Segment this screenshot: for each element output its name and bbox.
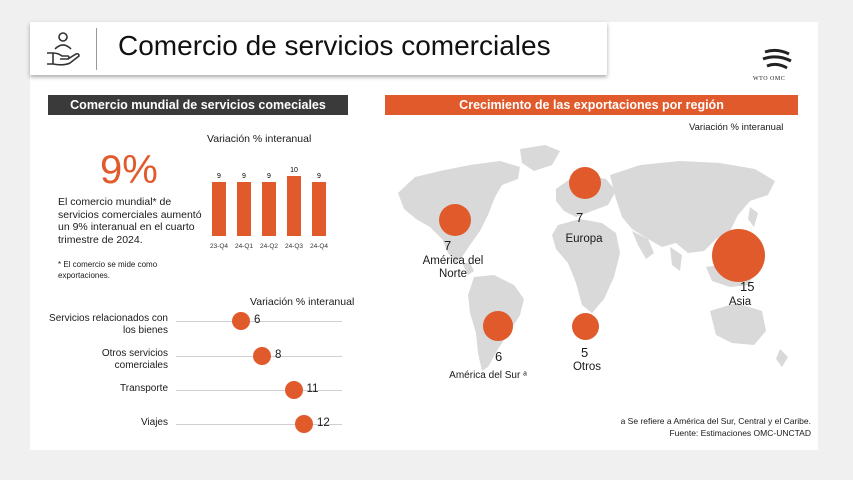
bar-value-label: 9 — [267, 173, 271, 180]
dot-marker — [295, 415, 313, 433]
dot-category-label: Servicios relacionados con los bienes — [49, 313, 168, 336]
right-section-header: Crecimiento de las exportaciones por reg… — [385, 95, 798, 115]
headline-percentage: 9% — [100, 148, 158, 192]
region-name-label: América del Sur ᵃ — [449, 370, 527, 381]
dot-value-label: 11 — [306, 383, 319, 395]
dot-value-label: 8 — [275, 349, 282, 361]
region-footnote: a Se refiere a América del Sur, Central … — [620, 416, 811, 426]
region-value-label: 7 — [576, 210, 584, 225]
bar-24-Q2 — [262, 182, 276, 236]
bar-category-label: 24-Q3 — [285, 243, 303, 250]
region-value-label: 6 — [495, 349, 503, 364]
dot-value-label: 12 — [317, 417, 330, 429]
bar-category-label: 24-Q2 — [260, 243, 278, 250]
dot-row-line — [176, 321, 342, 322]
dot-category-label: Otros servicios comerciales — [101, 348, 168, 371]
bar-24-Q3 — [287, 176, 301, 236]
region-name-label: América del Norte — [422, 255, 484, 280]
bar-value-label: 9 — [317, 173, 321, 180]
dot-marker — [232, 312, 250, 330]
dot-category-label: Transporte — [120, 383, 168, 394]
bar-24-Q1 — [237, 182, 251, 236]
bar-23-Q4 — [212, 182, 226, 236]
region-bubble — [438, 203, 472, 237]
dot-row-line — [176, 390, 342, 391]
headline-description: El comercio mundial* de servicios comerc… — [58, 196, 202, 246]
region-name-label: Europa — [565, 233, 603, 245]
wto-logo-text: WTO OMC — [753, 76, 786, 82]
dot-category-label: Viajes — [140, 417, 168, 428]
dot-marker — [284, 381, 303, 399]
quarterly-bar-chart: 9 23-Q4 9 24-Q1 9 24-Q2 10 24-Q3 9 24-Q4 — [210, 167, 328, 250]
region-bubble — [711, 228, 765, 282]
region-bubble — [483, 311, 513, 341]
map-subtitle: Variación % interanual — [689, 122, 784, 133]
region-bubble — [571, 312, 599, 340]
bar-value-label: 9 — [217, 173, 221, 180]
hand-holding-person-icon — [47, 32, 80, 66]
source-note: Fuente: Estimaciones OMC-UNCTAD — [669, 428, 811, 438]
region-value-label: 15 — [740, 279, 755, 294]
bar-category-label: 24-Q4 — [310, 243, 328, 250]
wto-logo-icon — [762, 48, 792, 70]
title-divider — [96, 28, 97, 70]
bar-category-label: 23-Q4 — [210, 243, 228, 250]
bar-24-Q4 — [312, 182, 326, 236]
measurement-note: * El comercio se mide como exportaciones… — [58, 260, 158, 280]
dot-row-line — [176, 424, 342, 425]
bar-value-label: 10 — [290, 167, 298, 174]
title-banner: Comercio de servicios comerciales — [30, 22, 607, 75]
dot-chart-title: Variación % interanual — [250, 296, 355, 308]
bar-value-label: 9 — [242, 173, 246, 180]
page-title: Comercio de servicios comerciales — [118, 30, 551, 61]
region-value-label: 5 — [581, 345, 589, 360]
region-name-label: Asia — [728, 296, 752, 308]
dot-marker — [253, 347, 271, 365]
bar-chart-title: Variación % interanual — [207, 133, 312, 145]
bar-category-label: 24-Q1 — [235, 243, 253, 250]
region-name-label: Otros — [572, 361, 602, 373]
region-bubble — [568, 166, 602, 200]
region-value-label: 7 — [444, 238, 452, 253]
dot-value-label: 6 — [254, 314, 261, 326]
left-section-header: Comercio mundial de servicios comeciales — [48, 95, 348, 115]
